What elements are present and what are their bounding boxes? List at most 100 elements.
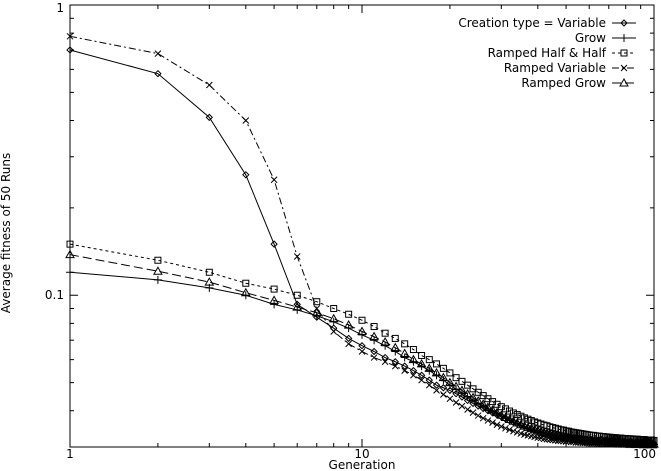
data-point <box>391 358 399 366</box>
data-point <box>418 351 426 359</box>
data-point <box>66 268 74 277</box>
data-point <box>542 428 552 437</box>
data-point <box>438 372 449 382</box>
series-2 <box>66 268 658 449</box>
data-point <box>458 377 466 385</box>
data-point <box>433 387 440 394</box>
series-line <box>69 49 654 445</box>
data-point <box>270 300 279 309</box>
data-point <box>462 388 473 398</box>
data-point <box>468 392 478 402</box>
data-point <box>517 430 525 437</box>
data-point <box>370 347 378 356</box>
data-point <box>489 419 496 426</box>
data-point <box>270 176 278 184</box>
data-point <box>370 354 378 361</box>
data-point <box>205 113 214 122</box>
data-point <box>508 416 519 425</box>
data-point <box>464 406 471 413</box>
legend-swatch-marker <box>620 34 628 42</box>
data-point <box>409 357 418 366</box>
data-point <box>330 305 338 313</box>
data-point <box>242 279 250 287</box>
data-point <box>400 353 409 362</box>
data-point <box>345 340 352 348</box>
legend-swatch-marker <box>620 49 628 57</box>
data-point <box>513 428 521 436</box>
data-point <box>358 348 366 355</box>
data-point <box>417 362 426 371</box>
data-point <box>473 396 484 405</box>
data-point <box>497 423 505 430</box>
data-point <box>497 403 505 411</box>
data-point <box>357 326 367 336</box>
data-point <box>553 431 564 440</box>
data-point <box>391 334 399 342</box>
data-point <box>153 266 163 275</box>
legend-item: Ramped Half & Half <box>488 46 636 60</box>
series-line <box>69 271 655 445</box>
legend-label: Ramped Half & Half <box>488 46 607 60</box>
data-point <box>440 391 447 398</box>
data-point <box>269 295 279 304</box>
data-point <box>390 342 401 352</box>
data-point <box>425 381 433 389</box>
data-point <box>408 354 419 364</box>
data-point <box>451 381 461 390</box>
legend-item: Ramped Grow <box>521 76 636 90</box>
x-tick-label: 100 <box>633 447 656 461</box>
data-point <box>400 362 409 370</box>
legend-swatch-marker <box>619 77 629 87</box>
data-point <box>469 409 477 416</box>
data-point <box>153 275 162 284</box>
data-point <box>510 427 517 435</box>
data-point <box>425 356 433 364</box>
data-point <box>154 50 162 57</box>
data-point <box>328 313 339 323</box>
series-1 <box>66 46 658 448</box>
data-point <box>391 347 400 356</box>
data-point <box>502 424 509 432</box>
data-point <box>154 256 162 264</box>
series-4 <box>66 32 658 449</box>
data-point <box>483 402 493 411</box>
data-point <box>410 371 417 379</box>
data-point <box>446 369 454 377</box>
data-point <box>401 340 409 348</box>
data-point <box>205 268 213 276</box>
data-point <box>512 417 523 427</box>
data-point <box>380 337 390 346</box>
data-point <box>504 414 515 424</box>
data-point <box>474 399 483 408</box>
data-point <box>432 381 441 389</box>
data-point <box>506 407 514 415</box>
data-point <box>358 316 366 324</box>
data-point <box>270 285 278 293</box>
data-point <box>425 376 433 384</box>
data-point <box>445 377 455 387</box>
data-point <box>439 384 448 392</box>
data-point <box>409 346 417 354</box>
data-point <box>358 342 366 350</box>
data-point <box>292 302 303 311</box>
data-point <box>154 69 162 78</box>
data-point <box>649 439 659 448</box>
data-point <box>547 429 558 439</box>
data-point <box>344 334 353 343</box>
axis-ticks: 1 10 100 0.1 1 <box>45 1 656 461</box>
data-point <box>293 253 301 260</box>
data-point <box>500 412 511 422</box>
data-point <box>270 240 278 248</box>
data-point <box>496 410 507 419</box>
data-point <box>478 399 489 408</box>
series-line <box>69 35 654 446</box>
series-layer <box>65 32 659 449</box>
data-point <box>517 412 525 420</box>
data-point <box>242 171 250 179</box>
data-point <box>66 32 74 40</box>
legend-label: Ramped Grow <box>521 76 606 90</box>
data-point <box>513 411 521 419</box>
legend-label: Grow <box>575 31 606 45</box>
